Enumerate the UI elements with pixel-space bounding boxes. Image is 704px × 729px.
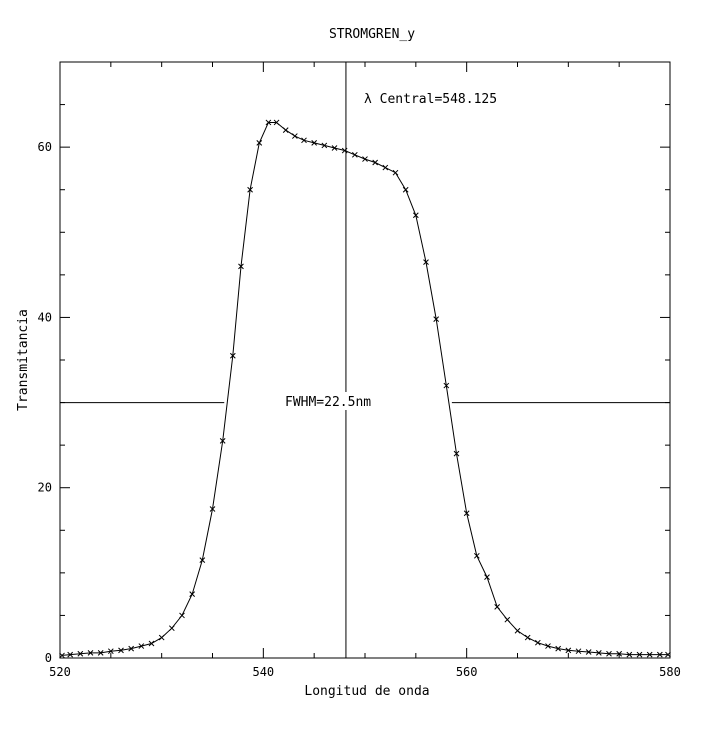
data-point bbox=[656, 651, 663, 658]
data-point bbox=[524, 634, 531, 641]
data-point bbox=[128, 645, 135, 652]
data-point bbox=[148, 640, 155, 647]
data-point bbox=[311, 140, 318, 146]
fwhm-annotation: FWHM=22.5nm bbox=[285, 395, 371, 410]
data-point bbox=[504, 616, 511, 623]
data-point bbox=[494, 604, 501, 610]
data-point bbox=[199, 557, 206, 563]
data-point bbox=[331, 145, 338, 151]
data-point bbox=[555, 645, 562, 652]
data-point bbox=[256, 140, 263, 146]
data-point bbox=[362, 156, 368, 162]
data-point bbox=[575, 648, 582, 655]
x-tick-label: 520 bbox=[49, 665, 71, 679]
data-point bbox=[665, 651, 671, 658]
data-point bbox=[107, 648, 114, 655]
axis-tick-labels: 520 540 560 580 0 20 40 60 bbox=[38, 140, 681, 679]
data-point bbox=[291, 133, 298, 139]
data-point bbox=[282, 127, 289, 133]
data-point bbox=[372, 159, 379, 166]
data-point bbox=[545, 643, 551, 649]
data-point bbox=[265, 119, 272, 126]
axis-ticks bbox=[59, 61, 671, 659]
y-tick-label: 20 bbox=[38, 481, 52, 495]
data-point bbox=[382, 164, 389, 171]
data-point bbox=[273, 119, 280, 126]
data-point bbox=[219, 438, 226, 444]
y-tick-label: 40 bbox=[38, 310, 52, 324]
data-point bbox=[595, 650, 602, 656]
data-point bbox=[67, 651, 74, 658]
data-point bbox=[534, 639, 541, 646]
data-point bbox=[238, 263, 244, 270]
data-point bbox=[247, 186, 253, 193]
data-point bbox=[402, 186, 409, 193]
x-tick-label: 540 bbox=[252, 665, 274, 679]
y-axis-label: Transmitancia bbox=[16, 309, 31, 411]
data-point bbox=[616, 650, 623, 657]
data-point bbox=[341, 147, 348, 154]
data-point bbox=[87, 650, 94, 656]
data-point bbox=[118, 647, 124, 654]
data-point bbox=[59, 652, 65, 659]
data-point bbox=[138, 643, 145, 649]
data-point bbox=[514, 627, 521, 634]
data-point bbox=[392, 169, 399, 176]
data-point bbox=[484, 574, 490, 580]
data-point bbox=[412, 212, 419, 219]
data-point bbox=[179, 612, 185, 619]
data-point bbox=[77, 650, 84, 657]
data-point bbox=[189, 591, 196, 597]
data-markers bbox=[59, 119, 671, 659]
data-point bbox=[168, 625, 175, 632]
y-tick-label: 0 bbox=[45, 651, 52, 665]
data-point bbox=[585, 649, 592, 655]
data-point bbox=[636, 651, 643, 658]
chart-title: STROMGREN_y bbox=[329, 27, 415, 42]
central-wavelength-annotation: λ Central=548.125 bbox=[364, 92, 497, 107]
data-point bbox=[351, 151, 358, 158]
data-point bbox=[473, 552, 480, 559]
x-tick-label: 580 bbox=[659, 665, 681, 679]
data-point bbox=[158, 634, 165, 641]
x-axis-label: Longitud de onda bbox=[304, 684, 429, 699]
data-point bbox=[321, 142, 328, 149]
data-point bbox=[433, 316, 440, 322]
data-point bbox=[423, 259, 429, 265]
data-point bbox=[463, 510, 470, 517]
data-point bbox=[626, 651, 633, 658]
data-point bbox=[301, 137, 307, 144]
data-point bbox=[443, 382, 450, 389]
x-tick-label: 560 bbox=[456, 665, 478, 679]
data-point bbox=[646, 651, 653, 658]
data-point bbox=[97, 650, 104, 656]
data-point bbox=[606, 650, 612, 657]
data-point bbox=[565, 647, 572, 654]
transmission-curve bbox=[61, 122, 668, 656]
data-point bbox=[453, 450, 460, 457]
data-point bbox=[209, 506, 216, 512]
plot-frame bbox=[59, 61, 671, 659]
central-annotation-bg bbox=[362, 88, 512, 106]
y-tick-label: 60 bbox=[38, 140, 52, 154]
fwhm-annotation-bg bbox=[282, 392, 396, 410]
data-point bbox=[229, 352, 236, 359]
